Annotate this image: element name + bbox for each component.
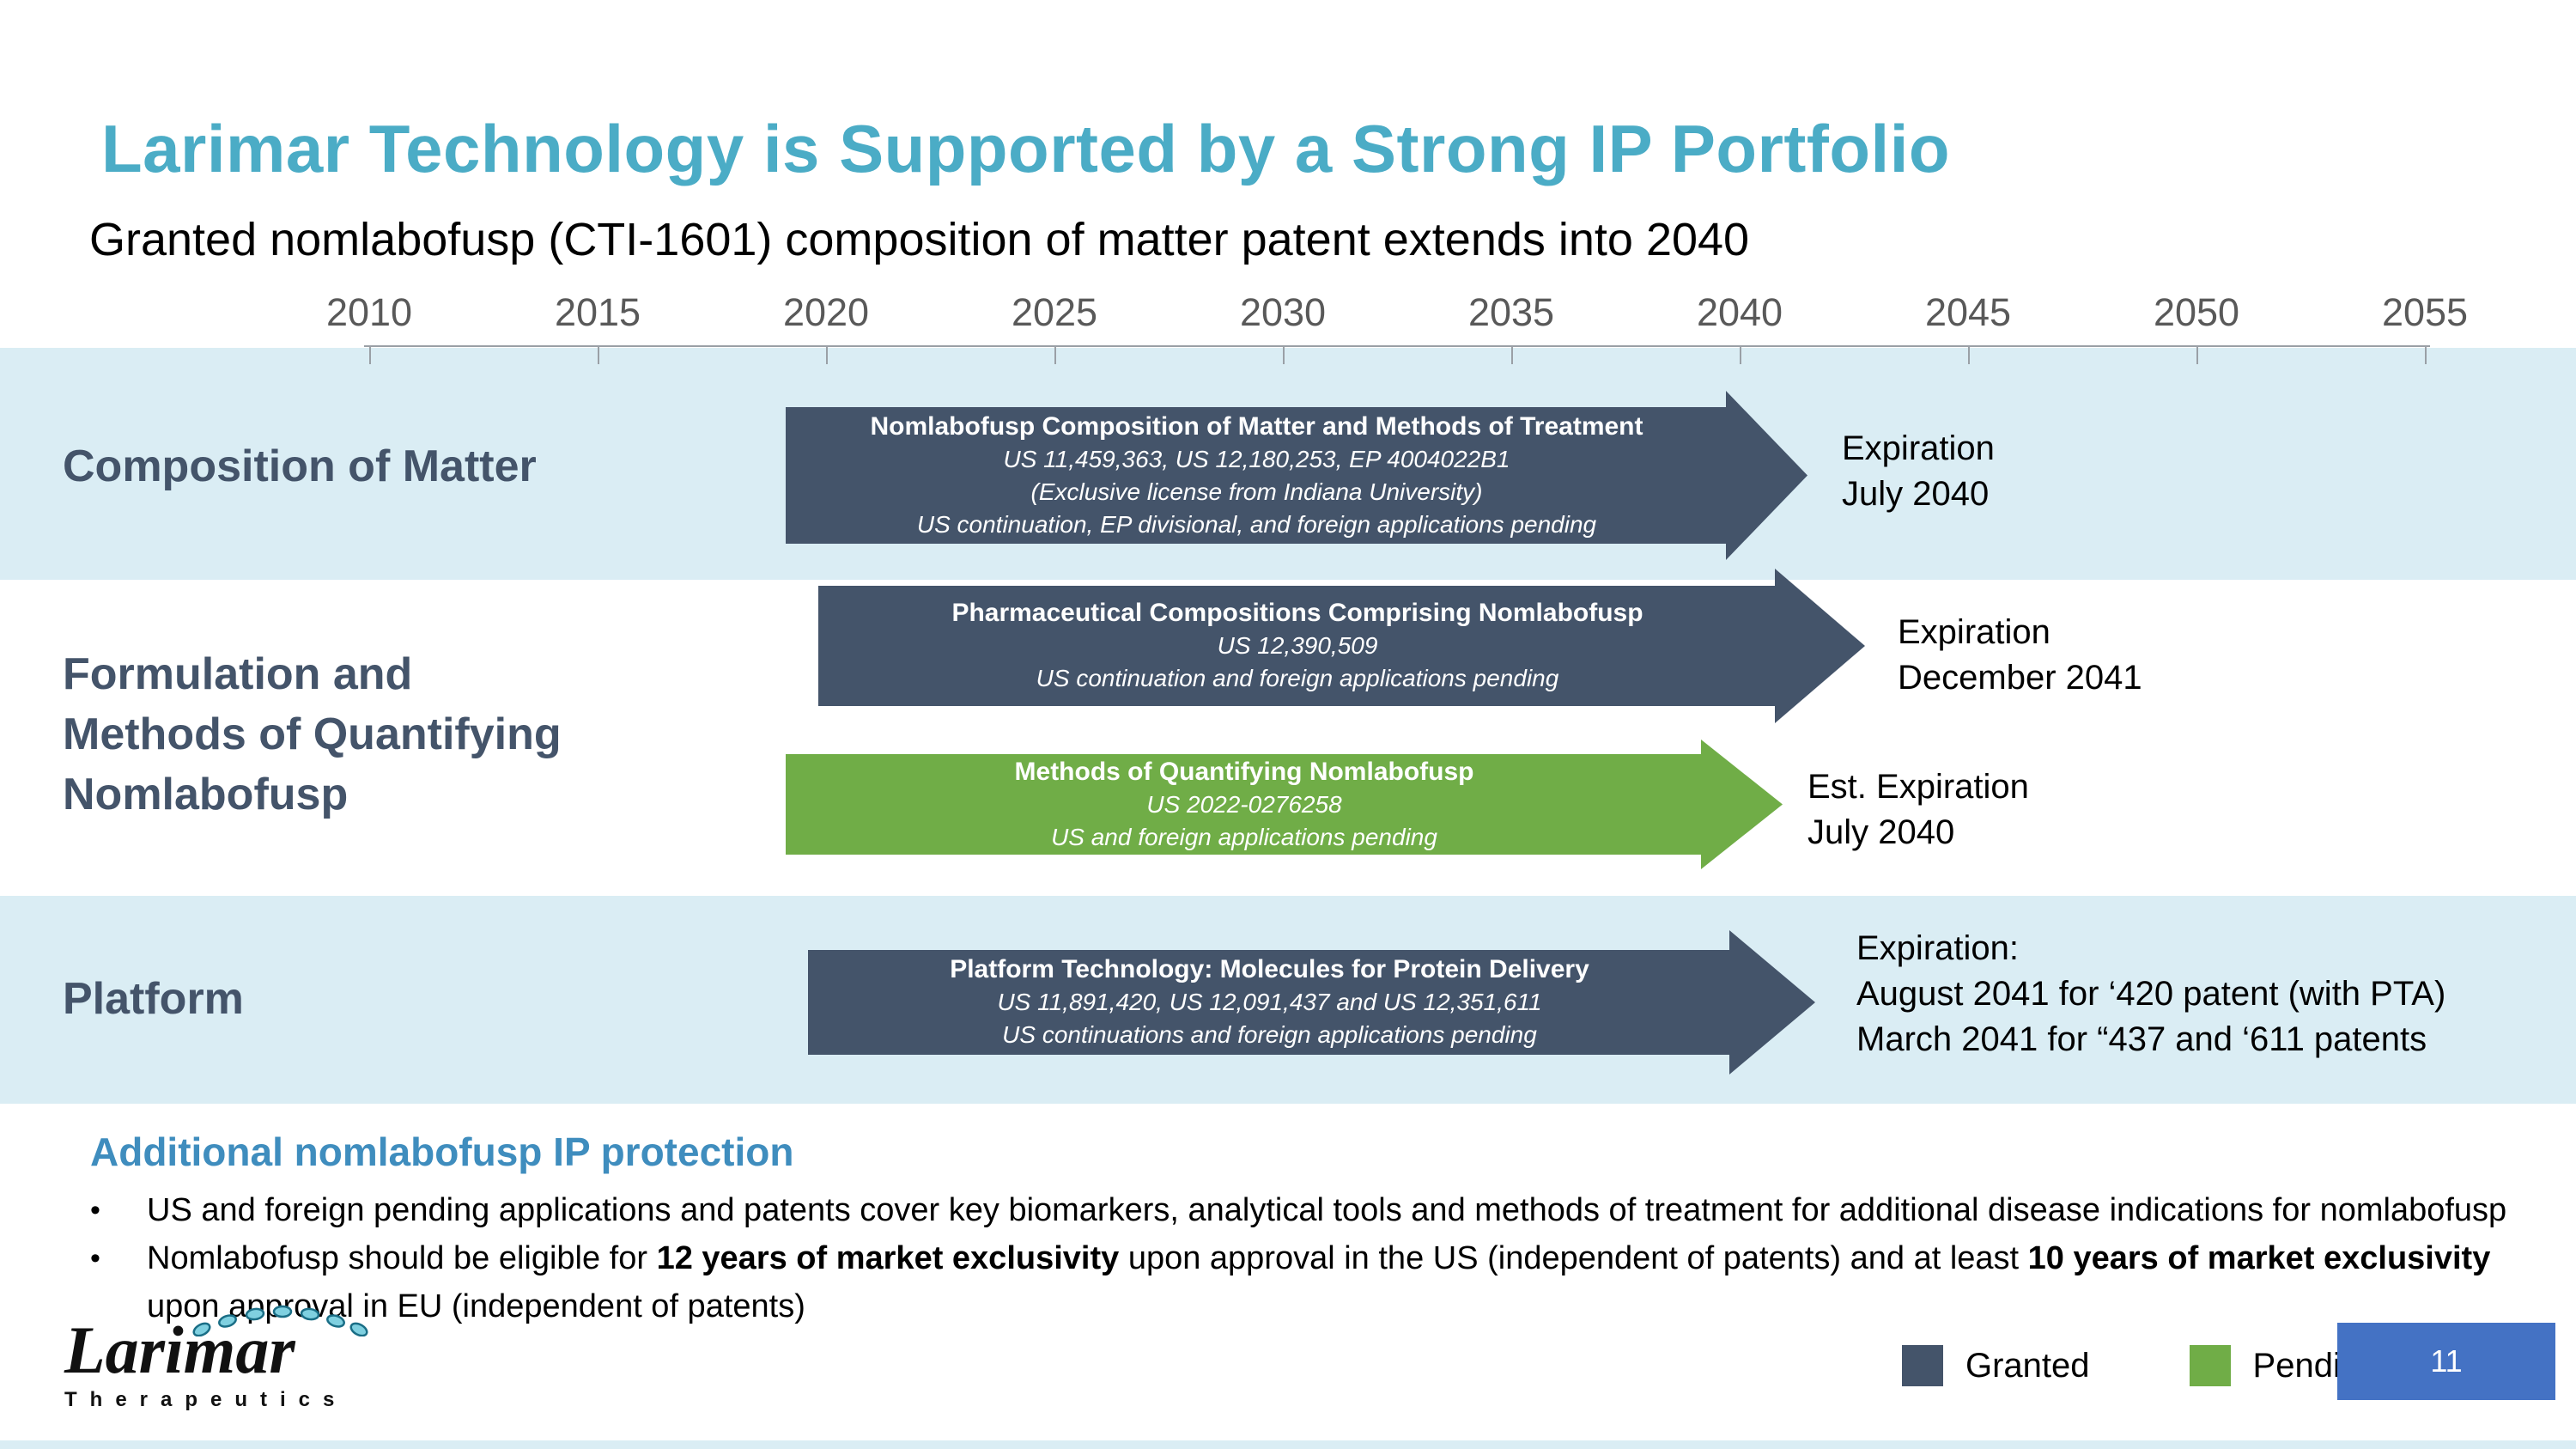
axis-tick (1283, 345, 1285, 364)
patent-detail: US and foreign applications pending (1051, 823, 1437, 850)
patent-bar-pharmaceutical-compositions: Pharmaceutical Compositions Comprising N… (818, 569, 1865, 723)
year-label-2055: 2055 (2381, 290, 2469, 334)
expiration-label-platform: Expiration: August 2041 for ‘420 patent … (1856, 926, 2445, 1062)
arrow-head-icon (1726, 391, 1807, 560)
patent-detail: US continuation, EP divisional, and fore… (916, 510, 1597, 538)
expiration-line: Est. Expiration (1807, 768, 2029, 806)
year-label-2020: 2020 (782, 290, 870, 334)
patent-detail: US 2022-0276258 (1146, 790, 1342, 818)
row-label-line: Nomlabofusp (63, 770, 349, 819)
bullet-text: US and foreign pending applications and … (147, 1192, 2507, 1228)
bullet-text-bold: 12 years of market exclusivity (656, 1240, 1120, 1276)
row-label-line: Formulation and (63, 649, 413, 699)
row-label-line: Methods of Quantifying (63, 709, 562, 759)
patent-title: Methods of Quantifying Nomlabofusp (1014, 757, 1474, 786)
patent-detail: US 11,459,363, US 12,180,253, EP 4004022… (1003, 445, 1510, 472)
logo-subtext: Therapeutics (64, 1388, 348, 1411)
patent-title: Nomlabofusp Composition of Matter and Me… (870, 411, 1643, 441)
expiration-label-composition: Expiration July 2040 (1842, 426, 1995, 517)
axis-tick (1054, 345, 1056, 364)
larimar-logo: Larimar Therapeutics (64, 1305, 368, 1412)
year-label-2025: 2025 (1011, 290, 1098, 334)
row-label-platform: Platform (63, 974, 244, 1024)
arrow-body: Methods of Quantifying Nomlabofusp US 20… (786, 754, 1703, 855)
axis-tick (2425, 345, 2427, 364)
axis-tick (1968, 345, 1970, 364)
patent-bar-methods-of-quantifying: Methods of Quantifying Nomlabofusp US 20… (786, 740, 1783, 869)
expiration-line: July 2040 (1842, 475, 1990, 513)
page-subtitle: Granted nomlabofusp (CTI-1601) compositi… (89, 214, 1750, 265)
bullet-item: • Nomlabofusp should be eligible for 12 … (90, 1234, 2520, 1330)
patent-detail: US continuation and foreign applications… (1036, 665, 1559, 691)
year-label-2015: 2015 (554, 290, 641, 334)
arrow-head-icon (1701, 740, 1783, 869)
legend-granted-label: Granted (1965, 1346, 2090, 1385)
year-label-2030: 2030 (1239, 290, 1327, 334)
patent-detail: US continuations and foreign application… (1002, 1021, 1537, 1048)
patent-bar-composition-of-matter: Nomlabofusp Composition of Matter and Me… (786, 391, 1807, 560)
expiration-line: July 2040 (1807, 813, 1955, 851)
patent-title: Pharmaceutical Compositions Comprising N… (951, 599, 1643, 627)
year-label-2050: 2050 (2153, 290, 2240, 334)
axis-tick (369, 345, 371, 364)
bullet-text: Nomlabofusp should be eligible for 12 ye… (147, 1234, 2520, 1330)
bullet-item: • US and foreign pending applications an… (90, 1186, 2520, 1234)
arrow-body: Nomlabofusp Composition of Matter and Me… (786, 407, 1728, 544)
bullet-text-part: Nomlabofusp should be eligible for (147, 1240, 657, 1276)
arrow-body: Pharmaceutical Compositions Comprising N… (818, 586, 1777, 706)
patent-bar-platform-technology: Platform Technology: Molecules for Prote… (808, 930, 1815, 1075)
page-number-badge: 11 (2337, 1323, 2555, 1400)
arrow-head-icon (1729, 930, 1815, 1075)
expiration-line: Expiration (1898, 613, 2050, 651)
axis-tick (826, 345, 828, 364)
year-label-2035: 2035 (1467, 290, 1555, 334)
axis-tick (2196, 345, 2198, 364)
patent-detail: US 12,390,509 (1217, 632, 1378, 659)
bottom-accent-strip (0, 1440, 2576, 1449)
timeline-axis: 2010 2015 2020 2025 2030 2035 2040 2045 … (326, 290, 2468, 366)
patent-detail: (Exclusive license from Indiana Universi… (1030, 478, 1483, 505)
row-label-composition-of-matter: Composition of Matter (63, 441, 537, 491)
patent-title: Platform Technology: Molecules for Prote… (950, 955, 1589, 983)
expiration-label-pharmaceutical: Expiration December 2041 (1898, 610, 2142, 701)
bullet-text-part: upon approval in the US (independent of … (1119, 1240, 2028, 1276)
arrow-head-icon (1775, 569, 1865, 723)
year-label-2045: 2045 (1924, 290, 2012, 334)
bullet-text-bold: 10 years of market exclusivity (2027, 1240, 2491, 1276)
logo-chain-icon (192, 1305, 368, 1336)
axis-tick (598, 345, 599, 364)
expiration-line: Expiration (1842, 429, 1995, 467)
bullet-marker: • (90, 1194, 100, 1227)
year-label-2010: 2010 (325, 290, 413, 334)
pending-swatch-icon (2189, 1345, 2231, 1386)
additional-ip-bullets: • US and foreign pending applications an… (90, 1186, 2520, 1330)
expiration-line: Expiration: (1856, 929, 2019, 967)
expiration-line: December 2041 (1898, 659, 2142, 697)
expiration-label-quantifying: Est. Expiration July 2040 (1807, 764, 2029, 855)
granted-swatch-icon (1902, 1345, 1943, 1386)
year-label-2040: 2040 (1696, 290, 1783, 334)
axis-line (364, 345, 2430, 347)
axis-tick (1740, 345, 1741, 364)
legend: Granted Pending (1902, 1345, 2456, 1386)
expiration-line: March 2041 for “437 and ‘611 patents (1856, 1020, 2427, 1058)
page-title: Larimar Technology is Supported by a Str… (101, 111, 1951, 186)
arrow-body: Platform Technology: Molecules for Prote… (808, 950, 1731, 1055)
row-label-formulation: Formulation and Methods of Quantifying N… (63, 644, 562, 825)
logo-wordmark: Larimar (64, 1312, 295, 1387)
patent-detail: US 11,891,420, US 12,091,437 and US 12,3… (997, 989, 1542, 1015)
bullet-marker: • (90, 1242, 100, 1275)
expiration-line: August 2041 for ‘420 patent (with PTA) (1856, 975, 2446, 1013)
axis-tick (1511, 345, 1513, 364)
additional-ip-heading: Additional nomlabofusp IP protection (90, 1129, 794, 1174)
